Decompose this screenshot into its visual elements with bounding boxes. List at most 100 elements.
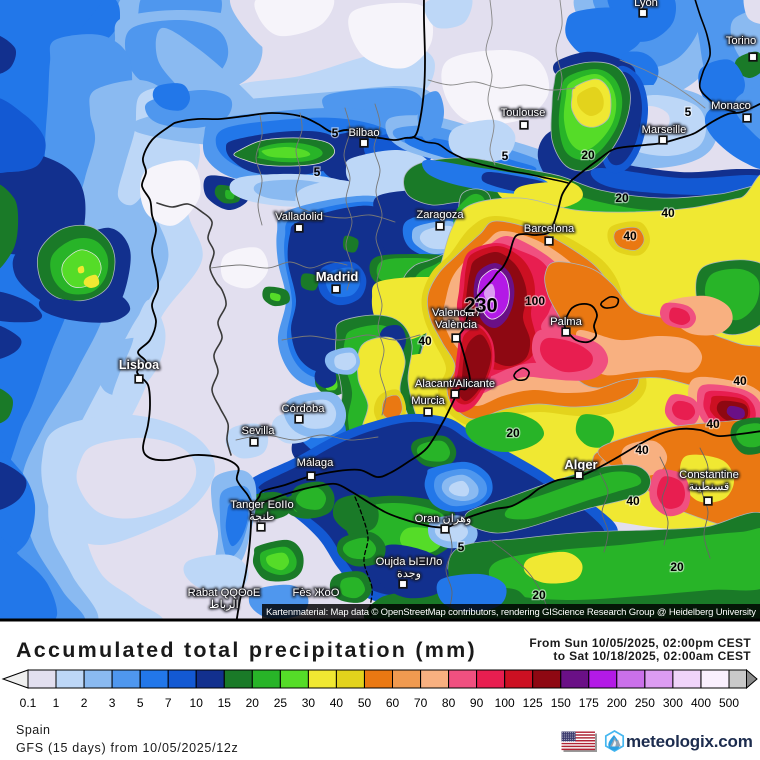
svg-text:Rabat QQΘоЕ: Rabat QQΘоЕ — [188, 587, 261, 599]
svg-text:70: 70 — [414, 696, 428, 710]
svg-text:Alger: Alger — [564, 457, 597, 472]
svg-text:400: 400 — [691, 696, 711, 710]
svg-text:7: 7 — [165, 696, 172, 710]
svg-text:الرباط: الرباط — [209, 599, 239, 611]
svg-text:Torino: Torino — [726, 35, 756, 47]
svg-text:60: 60 — [386, 696, 400, 710]
svg-text:Sevilla: Sevilla — [242, 425, 276, 437]
svg-text:40: 40 — [330, 696, 344, 710]
svg-text:Zaragoza: Zaragoza — [416, 209, 464, 221]
svg-text:Toulouse: Toulouse — [501, 107, 546, 119]
svg-text:Zaragoza: Zaragoza — [416, 209, 464, 221]
svg-text:Barcelona: Barcelona — [524, 223, 575, 235]
svg-text:5: 5 — [314, 165, 321, 179]
svg-text:Barcelona: Barcelona — [524, 223, 575, 235]
svg-text:طنجة: طنجة — [249, 511, 275, 523]
svg-text:3: 3 — [109, 696, 116, 710]
svg-text:5: 5 — [458, 540, 465, 554]
svg-text:Marseille: Marseille — [642, 124, 687, 136]
svg-text:Málaga: Málaga — [297, 457, 334, 469]
svg-text:20: 20 — [506, 426, 520, 440]
svg-text:Valladolid: Valladolid — [275, 211, 323, 223]
svg-text:Tanger ЕоІІо: Tanger ЕоІІо — [230, 499, 293, 511]
svg-text:0.1: 0.1 — [20, 696, 37, 710]
svg-text:Palma: Palma — [550, 316, 582, 328]
svg-text:Bilbao: Bilbao — [348, 127, 379, 139]
svg-text:100: 100 — [525, 294, 545, 308]
svg-text:40: 40 — [635, 443, 649, 457]
svg-text:València: València — [435, 319, 478, 331]
svg-text:Murcia: Murcia — [411, 395, 445, 407]
svg-text:250: 250 — [635, 696, 655, 710]
svg-text:20: 20 — [615, 191, 629, 205]
svg-text:Lyon: Lyon — [634, 0, 658, 9]
svg-text:500: 500 — [719, 696, 739, 710]
svg-text:40: 40 — [626, 494, 640, 508]
svg-text:الرباط: الرباط — [209, 599, 239, 611]
svg-text:Valencia /: Valencia / — [432, 307, 481, 319]
svg-text:Toulouse: Toulouse — [501, 107, 546, 119]
svg-text:Fès ЖоО: Fès ЖоО — [293, 587, 340, 599]
svg-text:Monaco: Monaco — [711, 100, 751, 112]
svg-text:15: 15 — [218, 696, 232, 710]
svg-text:Madrid: Madrid — [316, 269, 359, 284]
svg-text:Accumulated total precipitatio: Accumulated total precipitation (mm) — [16, 638, 477, 662]
svg-text:40: 40 — [733, 374, 747, 388]
svg-text:Oran وهران: Oran وهران — [415, 513, 472, 525]
svg-text:Madrid: Madrid — [316, 269, 359, 284]
svg-text:Fès ЖоО: Fès ЖоО — [293, 587, 340, 599]
svg-text:20: 20 — [670, 560, 684, 574]
svg-text:Córdoba: Córdoba — [282, 403, 326, 415]
svg-text:Constantine: Constantine — [679, 469, 739, 481]
svg-text:وجدة: وجدة — [397, 568, 421, 580]
svg-text:Murcia: Murcia — [411, 395, 445, 407]
svg-text:Torino: Torino — [726, 35, 756, 47]
svg-text:Palma: Palma — [550, 316, 582, 328]
svg-text:5: 5 — [137, 696, 144, 710]
svg-text:وجدة: وجدة — [397, 568, 421, 580]
svg-text:Oujda ЫΞІЛо: Oujda ЫΞІЛо — [376, 556, 443, 568]
svg-text:Oran وهران: Oran وهران — [415, 513, 472, 525]
svg-text:20: 20 — [246, 696, 260, 710]
svg-text:50: 50 — [358, 696, 372, 710]
svg-text:Kartenmaterial: Map data © Ope: Kartenmaterial: Map data © OpenStreetMap… — [266, 607, 756, 618]
svg-text:80: 80 — [442, 696, 456, 710]
svg-text:meteologix.com: meteologix.com — [626, 732, 753, 751]
svg-text:Rabat QQΘоЕ: Rabat QQΘоЕ — [188, 587, 261, 599]
svg-text:Lisboa: Lisboa — [119, 358, 160, 372]
svg-text:Valencia /: Valencia / — [432, 307, 481, 319]
svg-text:40: 40 — [623, 229, 637, 243]
svg-text:230: 230 — [464, 295, 497, 317]
svg-text:Marseille: Marseille — [642, 124, 687, 136]
svg-text:Constantine: Constantine — [679, 469, 739, 481]
svg-text:40: 40 — [706, 417, 720, 431]
svg-text:Sevilla: Sevilla — [242, 425, 276, 437]
svg-text:300: 300 — [663, 696, 683, 710]
svg-text:20: 20 — [581, 148, 595, 162]
svg-text:Tanger ЕоІІо: Tanger ЕоІІо — [230, 499, 293, 511]
svg-text:طنجة: طنجة — [249, 511, 275, 523]
svg-text:قسنطينة: قسنطينة — [689, 481, 730, 493]
svg-text:قسنطينة: قسنطينة — [689, 481, 730, 493]
svg-text:Lisboa: Lisboa — [119, 358, 160, 372]
svg-text:5: 5 — [502, 149, 509, 163]
svg-text:València: València — [435, 319, 478, 331]
svg-text:Alger: Alger — [564, 457, 597, 472]
svg-text:2: 2 — [81, 696, 88, 710]
svg-text:10: 10 — [190, 696, 204, 710]
svg-text:GFS (15 days) from 10/05/2025/: GFS (15 days) from 10/05/2025/12z — [16, 741, 239, 755]
svg-text:to Sat 10/18/2025, 02:00am CES: to Sat 10/18/2025, 02:00am CEST — [553, 649, 751, 663]
svg-text:25: 25 — [274, 696, 288, 710]
svg-text:Lyon: Lyon — [634, 0, 658, 9]
svg-text:Córdoba: Córdoba — [282, 403, 326, 415]
svg-text:Alacant/Alicante: Alacant/Alicante — [415, 378, 495, 390]
svg-text:30: 30 — [302, 696, 316, 710]
svg-text:Málaga: Málaga — [297, 457, 334, 469]
svg-text:40: 40 — [418, 334, 432, 348]
svg-text:5: 5 — [332, 126, 339, 140]
svg-text:Oujda ЫΞІЛо: Oujda ЫΞІЛо — [376, 556, 443, 568]
svg-text:1: 1 — [53, 696, 60, 710]
svg-text:5: 5 — [685, 105, 692, 119]
svg-text:20: 20 — [532, 588, 546, 602]
svg-text:175: 175 — [579, 696, 599, 710]
